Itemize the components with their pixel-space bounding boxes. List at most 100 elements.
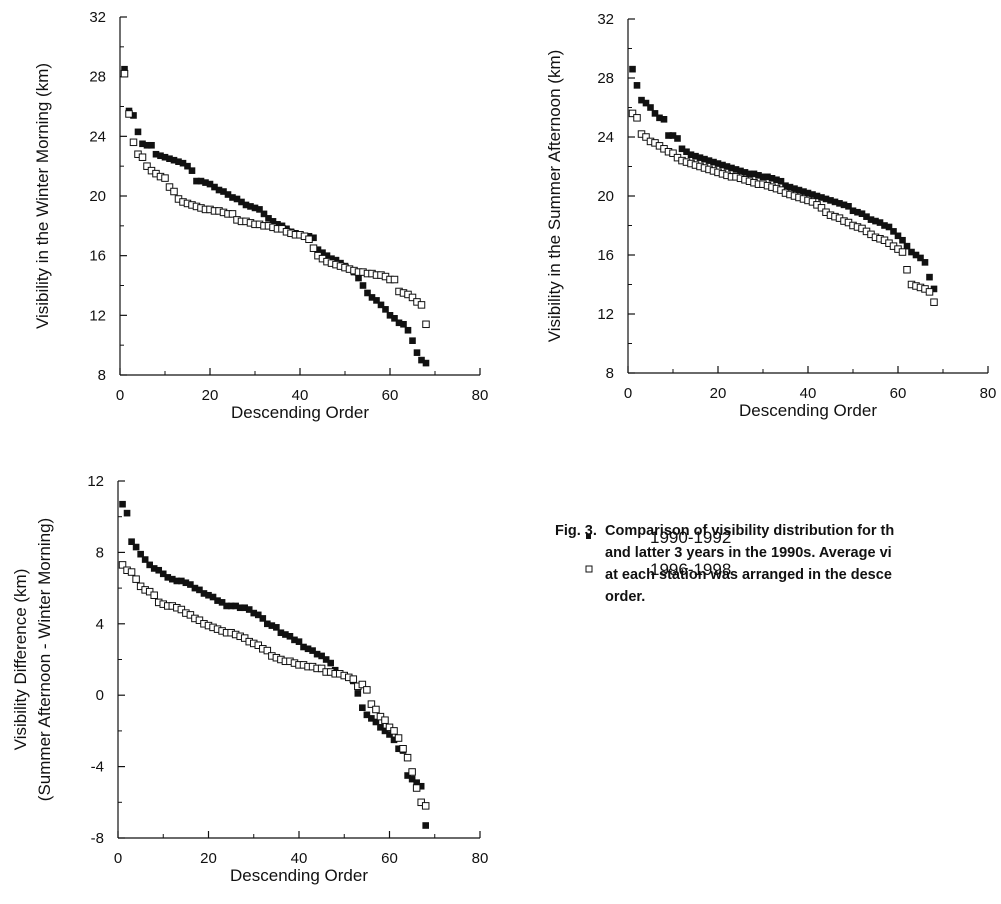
y-tick-label: -4 — [91, 759, 104, 776]
point-1990-1992 — [633, 82, 641, 89]
point-1996-1998 — [263, 646, 272, 655]
point-1990-1992 — [123, 509, 131, 517]
point-1990-1992 — [372, 718, 380, 726]
point-1990-1992 — [674, 135, 681, 142]
point-1990-1992 — [159, 570, 167, 578]
y-axis-label-secondary: (Summer Afternoon - Winter Morning) — [35, 518, 54, 801]
point-1990-1992 — [218, 599, 226, 606]
point-1996-1998 — [120, 69, 129, 78]
point-1996-1998 — [138, 153, 147, 161]
x-axis-label: Descending Order — [231, 403, 369, 422]
point-1990-1992 — [890, 228, 897, 235]
point-1990-1992 — [422, 822, 430, 829]
point-1990-1992 — [355, 274, 362, 282]
y-axis-label: Visibility in the Winter Morning (km) — [33, 63, 52, 329]
point-1996-1998 — [349, 675, 358, 683]
point-1990-1992 — [359, 704, 366, 711]
point-1990-1992 — [295, 638, 303, 645]
point-1996-1998 — [669, 149, 677, 157]
point-1990-1992 — [629, 65, 636, 73]
y-tick-label: 32 — [597, 11, 614, 28]
point-1996-1998 — [150, 591, 158, 599]
point-1990-1992 — [318, 652, 325, 660]
point-1990-1992 — [373, 297, 380, 304]
point-1990-1992 — [128, 538, 135, 545]
point-1996-1998 — [118, 561, 127, 569]
point-1996-1998 — [422, 320, 430, 329]
y-axis-label: Visibility in the Summer Afternoon (km) — [545, 50, 564, 343]
y-tick-label: 20 — [597, 188, 614, 205]
y-tick-label: 16 — [89, 248, 106, 265]
x-tick-label: 20 — [710, 385, 727, 402]
point-1990-1992 — [409, 337, 416, 344]
chart-summer-afternoon: 8 12 16 20 24 28 32 0 20 40 60 80 Descending Order Vi… — [545, 11, 996, 420]
point-1996-1998 — [408, 768, 416, 776]
figure-caption: Fig. 3. Comparison of visibility distribu… — [555, 520, 1001, 608]
x-tick-label: 60 — [381, 850, 398, 867]
x-tick-label: 80 — [472, 850, 489, 867]
point-1996-1998 — [403, 753, 412, 762]
point-1990-1992 — [885, 223, 893, 231]
x-tick-label: 40 — [800, 385, 817, 402]
y-tick-label: 28 — [89, 69, 106, 86]
x-tick-label: 60 — [382, 387, 399, 404]
point-1996-1998 — [165, 183, 174, 191]
point-1990-1992 — [377, 724, 384, 731]
caption-line-4: order. — [605, 589, 646, 605]
point-1996-1998 — [399, 745, 407, 753]
x-axis-label: Descending Order — [739, 401, 877, 420]
y-tick-label: 8 — [606, 365, 614, 382]
y-tick-label: 20 — [89, 188, 106, 205]
point-1990-1992 — [364, 289, 371, 297]
x-tick-label: 40 — [291, 850, 308, 867]
point-1990-1992 — [926, 273, 933, 281]
point-1990-1992 — [146, 561, 153, 569]
caption-line-2: and latter 3 years in the 1990s. Average… — [605, 545, 892, 561]
point-1996-1998 — [394, 734, 403, 742]
point-1990-1992 — [422, 359, 430, 367]
point-1990-1992 — [642, 99, 650, 107]
point-1990-1992 — [363, 711, 371, 719]
point-1990-1992 — [651, 110, 659, 117]
point-1990-1992 — [132, 543, 140, 551]
point-1990-1992 — [273, 624, 280, 631]
point-1996-1998 — [903, 266, 911, 274]
point-1990-1992 — [400, 320, 407, 328]
point-1996-1998 — [642, 133, 650, 141]
point-1996-1998 — [170, 187, 178, 196]
point-1996-1998 — [372, 705, 380, 714]
point-1996-1998 — [628, 109, 637, 118]
legend-marker-1996-1998 — [585, 565, 593, 573]
point-1990-1992 — [184, 162, 191, 170]
point-1990-1992 — [260, 210, 268, 218]
point-1990-1992 — [899, 236, 906, 244]
point-1990-1992 — [327, 659, 334, 667]
point-1990-1992 — [354, 690, 362, 697]
point-1996-1998 — [129, 138, 138, 147]
point-1996-1998 — [161, 174, 169, 182]
point-1996-1998 — [305, 235, 313, 244]
point-1990-1992 — [660, 116, 668, 123]
point-1996-1998 — [363, 686, 371, 694]
y-tick-label: 12 — [87, 473, 104, 490]
y-tick-label: 28 — [597, 70, 614, 87]
y-tick-label: 24 — [89, 128, 106, 145]
point-1990-1992 — [141, 556, 149, 563]
y-tick-label: 32 — [89, 9, 106, 26]
point-1996-1998 — [417, 301, 426, 309]
point-1996-1998 — [127, 568, 136, 576]
point-1990-1992 — [777, 177, 785, 185]
point-1996-1998 — [898, 248, 907, 256]
legend-marker-1990-1992 — [586, 534, 591, 539]
point-1996-1998 — [421, 802, 430, 810]
point-1996-1998 — [633, 114, 641, 122]
point-1996-1998 — [930, 298, 938, 306]
y-axis-label: Visibility Difference (km) — [11, 569, 30, 751]
x-tick-label: 80 — [980, 385, 997, 402]
point-1990-1992 — [917, 254, 924, 262]
point-1996-1998 — [925, 288, 934, 296]
x-tick-label: 20 — [202, 387, 219, 404]
point-1990-1992 — [359, 282, 367, 289]
point-1990-1992 — [155, 566, 163, 574]
